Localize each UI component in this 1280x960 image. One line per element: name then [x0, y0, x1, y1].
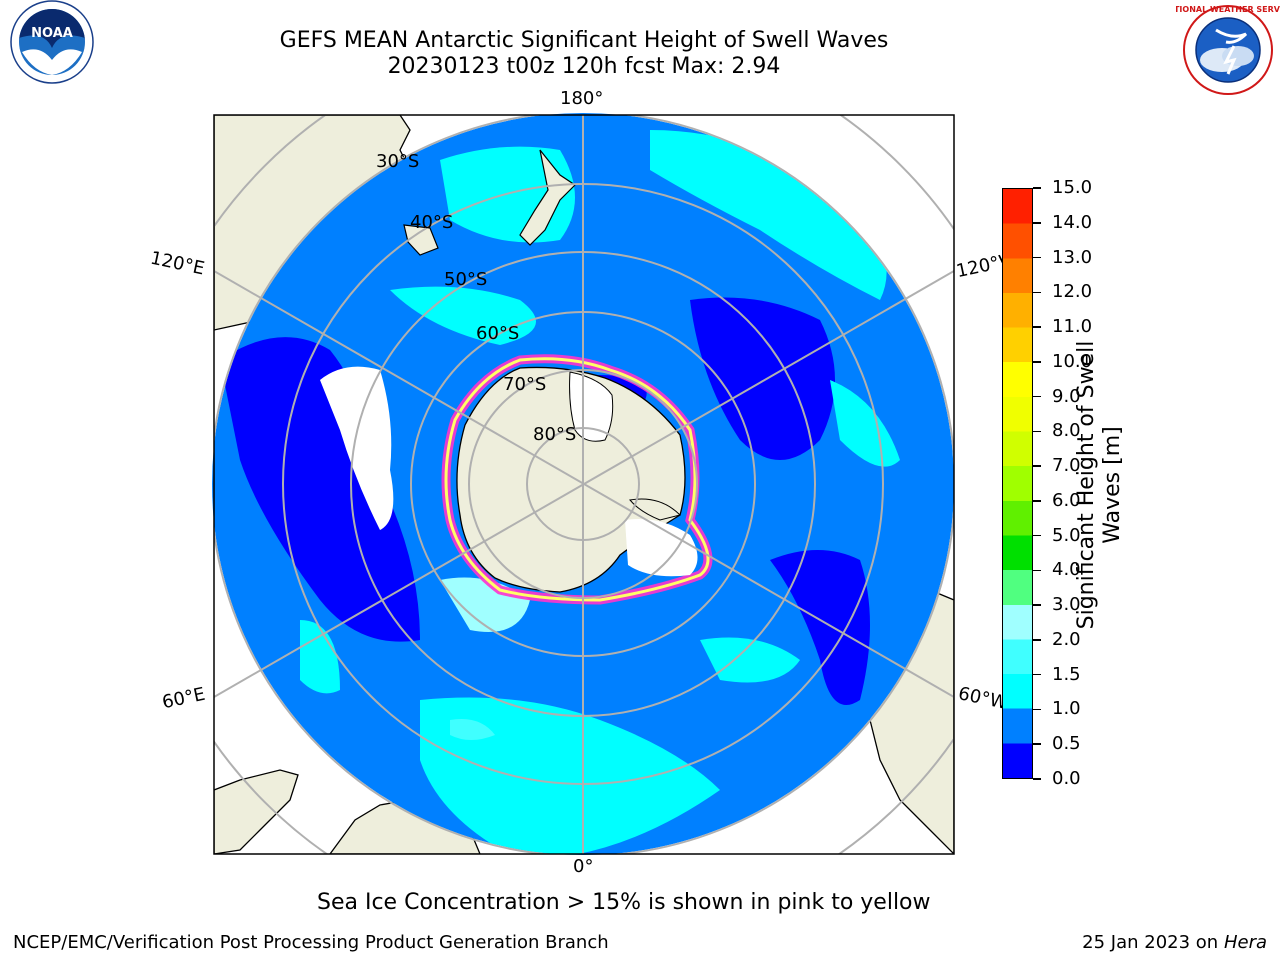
colorbar-tick	[1033, 222, 1041, 224]
colorbar-tick	[1033, 534, 1041, 537]
colorbar-tick-label: 1.5	[1052, 663, 1081, 685]
colorbar-tick-label: 10.0	[1052, 350, 1093, 372]
noaa-logo-text: NOAA	[31, 26, 73, 41]
antarctica	[441, 354, 713, 605]
colorbar-tick-label: 1.0	[1052, 698, 1081, 720]
footer-branch: NCEP/EMC/Verification Post Processing Pr…	[13, 932, 609, 953]
sea-ice-note: Sea Ice Concentration > 15% is shown in …	[317, 890, 931, 915]
colorbar	[1002, 188, 1033, 779]
colorbar-tick-label: 4.0	[1052, 559, 1081, 581]
footer-date-text: 25 Jan 2023 on	[1082, 932, 1224, 953]
colorbar-tick	[1033, 326, 1041, 328]
colorbar-tick-label: 14.0	[1052, 211, 1093, 233]
nws-logo: NATIONAL WEATHER SERVICE	[1176, 5, 1280, 95]
colorbar-tick	[1033, 430, 1041, 433]
latitude-label-30s: 30°S	[376, 151, 420, 172]
colorbar-tick-label: 7.0	[1052, 455, 1081, 477]
colorbar-tick-label: 15.0	[1052, 177, 1093, 198]
colorbar-tick	[1033, 569, 1041, 572]
latitude-label-70s: 70°S	[503, 374, 547, 395]
colorbar-tick	[1033, 395, 1041, 398]
latitude-label-80s: 80°S	[533, 424, 577, 445]
colorbar-tick-label: 12.0	[1052, 281, 1093, 303]
colorbar-tick	[1033, 673, 1041, 676]
colorbar-tick	[1033, 604, 1041, 606]
footer-host: Hera	[1223, 932, 1267, 953]
longitude-label-0: 0°	[573, 856, 594, 877]
colorbar-tick-label: 0.5	[1052, 733, 1081, 755]
colorbar-tick	[1033, 291, 1041, 294]
colorbar-tick	[1033, 256, 1041, 259]
colorbar-tick	[1033, 187, 1041, 189]
colorbar-tick	[1033, 361, 1041, 363]
latitude-label-40s: 40°S	[410, 212, 454, 233]
colorbar-tick	[1033, 465, 1041, 467]
colorbar-tick-label: 0.0	[1052, 768, 1081, 789]
colorbar-tick-label: 11.0	[1052, 316, 1093, 338]
colorbar-tick	[1033, 639, 1041, 641]
colorbar-tick-label: 5.0	[1052, 524, 1081, 546]
chart-title: GEFS MEAN Antarctic Significant Height o…	[279, 28, 889, 53]
latitude-label-50s: 50°S	[444, 269, 488, 290]
latitude-label-60s: 60°S	[476, 323, 520, 344]
graticule	[214, 115, 954, 854]
longitude-label-180: 180°	[560, 88, 604, 109]
colorbar-tick	[1033, 500, 1041, 502]
colorbar-tick	[1033, 743, 1041, 745]
svg-text:NATIONAL WEATHER SERVICE: NATIONAL WEATHER SERVICE	[1176, 5, 1280, 14]
noaa-logo: NOAA	[10, 0, 94, 84]
map-frame	[213, 114, 955, 855]
colorbar-tick	[1033, 708, 1041, 711]
footer-date: 25 Jan 2023 on Hera	[1082, 932, 1267, 953]
colorbar-label: Significant Height of Swell Waves [m]	[1074, 340, 1125, 630]
colorbar-tick-label: 2.0	[1052, 628, 1081, 650]
colorbar-tick-label: 13.0	[1052, 246, 1093, 268]
colorbar-tick	[1033, 778, 1041, 780]
colorbar-tick-label: 3.0	[1052, 594, 1081, 616]
colorbar-tick-label: 8.0	[1052, 420, 1081, 442]
chart-subtitle: 20230123 t00z 120h fcst Max: 2.94	[387, 54, 781, 79]
colorbar-tick-label: 6.0	[1052, 489, 1081, 511]
colorbar-tick-label: 9.0	[1052, 385, 1081, 407]
